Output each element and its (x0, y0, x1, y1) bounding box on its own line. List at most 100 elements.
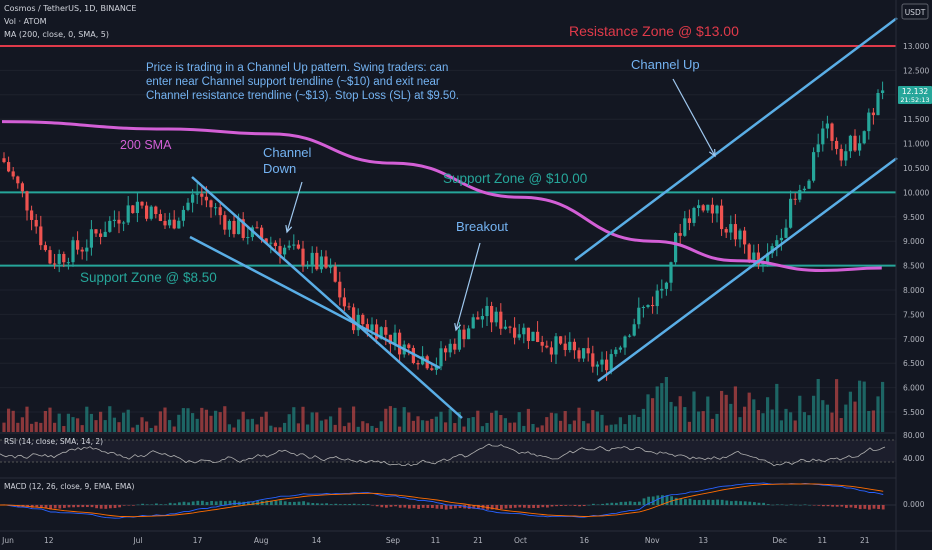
volume-bar (825, 404, 829, 432)
candle-body (858, 143, 862, 151)
macd-histogram-bar (808, 504, 811, 506)
macd-histogram-bar (550, 505, 554, 507)
candle-body (628, 335, 632, 337)
candle-body (260, 227, 264, 239)
macd-histogram-bar (251, 501, 255, 505)
time-tick-label: Jun (1, 536, 14, 545)
volume-bar (623, 424, 627, 432)
candle-body (191, 194, 195, 203)
volume-bar (356, 426, 360, 432)
candle-body (181, 209, 185, 221)
candle-body (710, 204, 714, 214)
candle-body (687, 218, 691, 223)
candle-body (39, 226, 43, 246)
macd-histogram-bar (40, 505, 43, 508)
candle-body (821, 128, 825, 145)
volume-bar (710, 418, 714, 432)
candle-body (140, 201, 144, 206)
candle-body (876, 93, 880, 116)
candle-body (407, 344, 411, 348)
macd-histogram-bar (661, 495, 664, 505)
macd-histogram-bar (352, 503, 356, 505)
candle-body (241, 219, 245, 238)
macd-signal-line (0, 483, 884, 518)
volume-bar (434, 416, 438, 432)
support-85-label: Support Zone @ $8.50 (80, 270, 217, 285)
candle-body (301, 248, 305, 266)
volume-bar (85, 406, 89, 432)
volume-bar (425, 420, 429, 432)
macd-histogram-bar (674, 497, 678, 505)
volume-bar (402, 407, 406, 432)
macd-histogram-bar (95, 505, 98, 509)
candle-body (214, 207, 218, 209)
candle-body (503, 326, 507, 329)
candle-body (517, 334, 521, 338)
volume-bar (614, 424, 618, 432)
candle-body (830, 123, 834, 141)
macd-histogram-bar (196, 500, 200, 505)
macd-histogram-bar (159, 504, 163, 505)
macd-histogram-bar (730, 501, 733, 505)
volume-bar (11, 410, 15, 432)
macd-histogram-bar (431, 505, 434, 509)
volume-bar (798, 395, 802, 432)
candle-body (195, 193, 199, 195)
volume-bar (733, 386, 737, 432)
macd-histogram-bar (776, 504, 779, 505)
candle-body (352, 307, 356, 331)
candle-body (237, 219, 241, 235)
symbol-title: Cosmos / TetherUS, 1D, BINANCE (4, 4, 137, 13)
volume-bar (310, 412, 314, 432)
volume-bar (858, 380, 862, 432)
candle-body (816, 144, 820, 153)
volume-bar (444, 422, 448, 432)
volume-bar (752, 399, 756, 432)
volume-bar (126, 409, 130, 432)
macd-histogram-bar (638, 501, 641, 505)
macd-histogram-bar (127, 505, 131, 506)
macd-histogram-bar (81, 505, 85, 508)
macd-histogram-bar (513, 505, 517, 508)
volume-bar (131, 427, 135, 432)
macd-histogram-bar (187, 502, 190, 505)
candle-body (674, 233, 678, 263)
macd-histogram-bar (564, 505, 568, 506)
last-price-countdown: 21:52:13 (900, 96, 929, 104)
candle-body (632, 324, 636, 336)
price-tick-label: 9.000 (903, 237, 925, 246)
currency-button[interactable]: USDT (901, 3, 929, 20)
rsi-pane: 80.00 40.00 (0, 431, 925, 467)
macd-histogram-bar (325, 503, 328, 505)
macd-histogram-bar (541, 505, 545, 508)
volume-bar (526, 408, 530, 432)
candle-body (531, 331, 535, 341)
volume-bar (632, 414, 636, 432)
volume-bar (411, 420, 415, 432)
candle-body (724, 229, 728, 233)
analysis-note-line: Channel resistance trendline (~$13). Sto… (146, 90, 459, 102)
volume-bar (20, 417, 24, 432)
volume-bar (830, 412, 834, 432)
macd-histogram-bar (449, 505, 453, 510)
candle-body (7, 162, 11, 172)
volume-bar (439, 411, 443, 432)
candle-body (743, 230, 747, 245)
volume-bar (135, 424, 139, 432)
volume-bar (595, 411, 599, 432)
volume-bar (784, 408, 788, 432)
macd-histogram-bar (495, 505, 499, 510)
volume-bar (338, 407, 342, 432)
volume-bar (250, 418, 254, 432)
time-tick-label: Nov (645, 536, 660, 545)
currency-button-label: USDT (905, 8, 926, 17)
volume-bar (743, 406, 747, 432)
volume-bar (246, 419, 250, 432)
candle-body (273, 242, 277, 247)
arrow-shaft (455, 242, 481, 331)
macd-histogram-bar (210, 500, 213, 505)
macd-histogram-bar (306, 502, 310, 505)
macd-histogram-bar (293, 501, 296, 505)
candle-body (559, 336, 563, 344)
